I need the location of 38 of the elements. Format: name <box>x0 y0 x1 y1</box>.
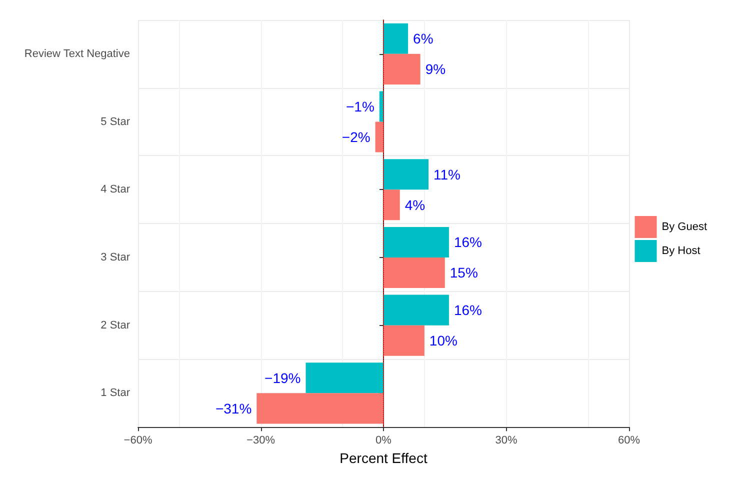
data-label: 15% <box>450 264 478 281</box>
data-label: 11% <box>434 166 460 182</box>
y-tick-label: 1 Star <box>100 387 130 400</box>
legend-label: By Guest <box>662 221 708 233</box>
data-label: 16% <box>454 302 482 318</box>
y-tick-label: 4 Star <box>100 184 130 196</box>
bar <box>384 226 449 258</box>
data-label: 6% <box>413 30 434 47</box>
data-label: −2% <box>342 129 370 146</box>
y-tick-label: Review Text Negative <box>24 48 130 60</box>
bar <box>256 393 384 424</box>
x-tick-label: 0% <box>376 434 392 447</box>
data-label: 16% <box>454 234 482 250</box>
bar <box>384 159 429 190</box>
bar <box>384 23 408 54</box>
bar <box>306 362 384 394</box>
data-label: −1% <box>346 98 374 115</box>
bar <box>375 122 384 152</box>
data-label: −31% <box>215 400 252 416</box>
data-label: 10% <box>429 332 458 349</box>
bar <box>384 257 445 288</box>
y-tick-label: 2 Star <box>100 319 130 332</box>
data-label: −19% <box>264 370 301 386</box>
bar <box>379 91 384 122</box>
bar <box>384 54 420 84</box>
x-tick-label: −30% <box>246 434 276 447</box>
x-axis-title: Percent Effect <box>340 450 428 466</box>
legend-label: By Host <box>662 245 700 257</box>
data-label: 4% <box>404 196 426 213</box>
bar <box>384 190 400 220</box>
x-tick-label: 60% <box>618 434 640 447</box>
y-tick-label: 3 Star <box>100 251 130 264</box>
bar <box>384 294 449 326</box>
x-tick-label: 30% <box>495 434 518 447</box>
y-tick-label: 5 Star <box>100 116 130 128</box>
x-tick-label: −60% <box>124 434 152 447</box>
data-label: 9% <box>425 61 446 78</box>
bar <box>384 325 424 356</box>
